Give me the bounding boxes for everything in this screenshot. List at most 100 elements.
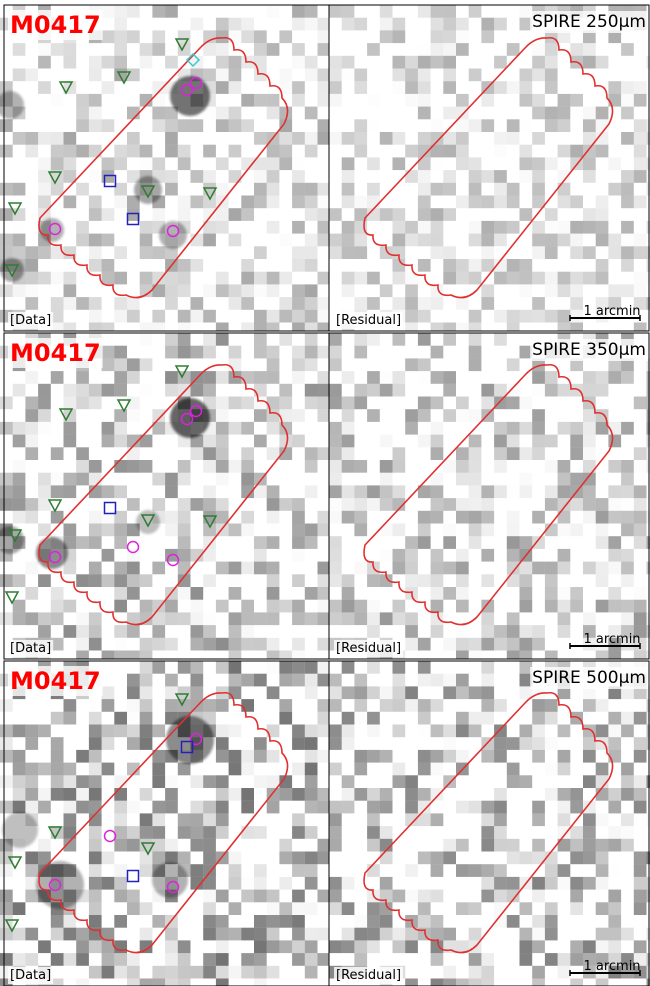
cluster-label-group: M0417 [8,10,103,40]
source-square-marker [180,740,194,754]
residual-tag: [Residual] [336,968,401,983]
source-circle-marker [48,550,62,564]
footprint-outline-data [38,363,289,626]
source-circle-marker [166,224,180,238]
data-tag-bg [8,967,54,984]
cluster-label: M0417 [10,667,101,695]
source-triangle-marker [202,515,218,529]
source-emission [0,91,24,119]
source-triangle-marker [140,514,156,528]
cluster-label-bg [8,338,103,368]
source-triangle-marker [47,499,63,513]
residual-panel-frame [328,332,650,660]
source-circle-marker [189,404,203,418]
residual-pixel-map [329,661,650,986]
source-circle-marker [48,222,62,236]
pixel-map-row-3 [0,661,650,986]
source-circle-marker [48,878,62,892]
source-triangle-marker [47,826,63,840]
data-tag-group: [Data] [8,967,54,984]
source-emission [0,526,24,554]
band-label: SPIRE 500µm [532,668,646,688]
residual-panel-frame [328,4,650,332]
residual-tag-group: [Residual] [334,967,404,984]
cluster-label: M0417 [10,11,101,39]
band-label-group: SPIRE 250µm [530,11,648,33]
scale-bar-label: 1 arcmin [583,304,640,319]
source-triangle-marker [7,856,23,870]
source-diamond-marker [185,52,201,68]
source-circle-marker [166,553,180,567]
source-triangle-marker [7,202,23,216]
residual-tag: [Residual] [336,641,401,656]
pixel-map-row-1 [0,5,650,331]
source-emission [170,398,210,438]
source-square-marker [126,869,140,883]
source-circle-marker [189,732,203,746]
band-label-group: SPIRE 350µm [530,339,648,361]
source-emission [136,510,160,534]
source-triangle-marker [140,185,156,199]
band-label: SPIRE 350µm [532,340,646,360]
pixel-map-row-2 [0,333,650,659]
cluster-label-bg [8,10,103,40]
source-triangle-marker [174,693,190,707]
footprint-outline-residual [363,691,614,954]
band-label: SPIRE 250µm [532,12,646,32]
source-triangle-marker [174,365,190,379]
residual-tag-group: [Residual] [334,640,404,657]
source-triangle-marker [7,529,23,543]
source-square-marker [126,212,140,226]
data-pixel-map [0,333,329,659]
data-tag: [Data] [10,313,51,328]
residual-panel-frame [328,660,650,986]
scale-bar-label: 1 arcmin [583,632,640,647]
footprint-outline-data [38,691,289,954]
data-tag-group: [Data] [8,312,54,329]
cluster-label: M0417 [10,339,101,367]
source-triangle-marker [4,264,20,278]
source-triangle-marker [58,408,74,422]
band-label-bg [530,667,648,689]
source-square-marker [103,501,117,515]
source-emission [159,221,187,249]
source-circle-marker [103,829,117,843]
data-pixel-map [0,661,329,986]
data-tag-group: [Data] [8,640,54,657]
source-circle-marker [180,412,194,426]
residual-tag: [Residual] [336,313,401,328]
data-tag: [Data] [10,641,51,656]
cluster-label-group: M0417 [8,338,103,368]
footprint-outline-data [38,36,289,299]
source-circle-marker [126,540,140,554]
source-triangle-marker [140,842,156,856]
source-triangle-marker [174,38,190,52]
data-tag-bg [8,640,54,657]
source-circle-marker [180,83,194,97]
source-triangle-marker [116,399,132,413]
source-triangle-marker [58,81,74,95]
source-triangle-marker [116,71,132,85]
source-triangle-marker [47,171,63,185]
source-triangle-marker [4,919,20,933]
source-circle-marker [189,76,203,90]
source-emission [152,862,188,898]
band-label-bg [530,11,648,33]
footprint-outline-residual [363,36,614,299]
data-tag: [Data] [10,968,51,983]
footprint-outline-residual [363,363,614,626]
cluster-label-bg [8,666,103,696]
source-emission [0,258,24,282]
source-triangle-marker [202,187,218,201]
cluster-label-group: M0417 [8,666,103,696]
source-emission [134,176,162,204]
residual-tag-bg [334,312,404,329]
source-circle-marker [166,880,180,894]
source-square-marker [103,174,117,188]
band-label-group: SPIRE 500µm [530,667,648,689]
residual-tag-bg [334,640,404,657]
source-triangle-marker [4,591,20,605]
residual-tag-bg [334,967,404,984]
